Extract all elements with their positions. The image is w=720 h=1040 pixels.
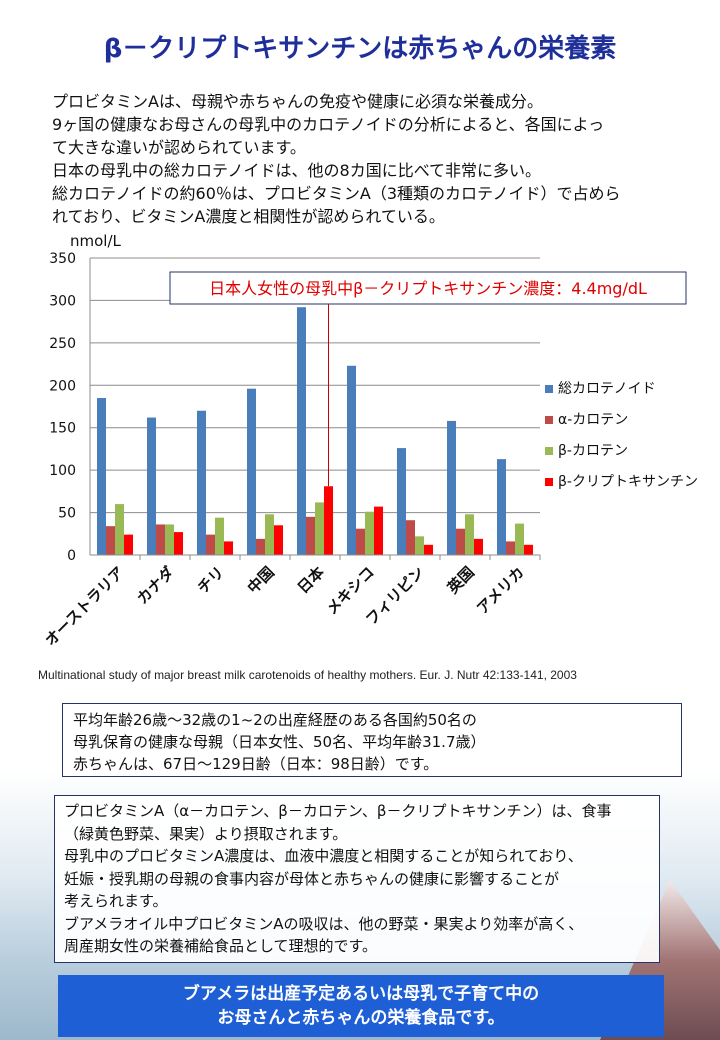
annotation-box bbox=[169, 271, 687, 305]
y-tick-label: 250 bbox=[49, 336, 76, 352]
box2-line: 妊娠・授乳期の母親の食事内容が母体と赤ちゃんの健康に影響することが bbox=[64, 869, 560, 888]
intro-line: 9ヶ国の健康なお母さんの母乳中のカロテノイドの分析によると、各国によっ bbox=[52, 115, 605, 134]
box2-line: 考えられます。 bbox=[64, 892, 168, 910]
bar bbox=[506, 541, 515, 555]
bar bbox=[324, 486, 333, 555]
bar bbox=[447, 420, 456, 555]
box2-line: （緑黄色野菜、果実）より摂取されます。 bbox=[64, 824, 348, 843]
bar bbox=[97, 398, 106, 555]
y-tick-label: 100 bbox=[49, 463, 76, 479]
bar bbox=[124, 534, 133, 555]
intro-line: 総カロテノイドの約60％は、プロビタミンA（3種類のカロテノイド）で占めら bbox=[52, 184, 621, 203]
carotenoid-bar-chart: 0 50 100 150 200 250 300 350nmol/L オーストラリア カナダ チリ中… bbox=[41, 232, 698, 650]
y-axis-label: nmol/L bbox=[70, 232, 122, 250]
chart-bars bbox=[97, 307, 533, 555]
bar bbox=[315, 502, 324, 555]
legend-label: β-クリプトキサンチン bbox=[558, 474, 698, 490]
bar bbox=[197, 410, 206, 555]
box2-line: 母乳中のプロビタミンA濃度は、血液中濃度と相関することが知られており、 bbox=[64, 847, 583, 865]
bar bbox=[106, 526, 115, 555]
y-tick-label: 50 bbox=[58, 506, 76, 522]
y-tick-label: 150 bbox=[49, 421, 76, 437]
y-tick-label: 300 bbox=[49, 293, 76, 309]
box2-line: 周産期女性の栄養補給食品として理想的です。 bbox=[64, 937, 378, 955]
intro-line: プロビタミンAは、母親や赤ちゃんの免疫や健康に必須な栄養成分。 bbox=[52, 92, 543, 111]
bar bbox=[406, 520, 415, 555]
bar bbox=[397, 448, 406, 555]
bar bbox=[265, 514, 274, 555]
legend-swatch bbox=[545, 447, 553, 455]
y-tick-label: 0 bbox=[67, 548, 76, 564]
bar bbox=[256, 538, 265, 555]
source-citation: Multinational study of major breast milk… bbox=[38, 668, 577, 682]
bar bbox=[374, 506, 383, 555]
bar bbox=[174, 532, 183, 555]
x-tick-label: 中国 bbox=[244, 563, 278, 597]
x-tick-label: カナダ bbox=[133, 563, 178, 608]
subjects-info-box: 平均年齢26歳～32歳の1~2の出産経歴のある各国約50名の 母乳保育の健康な母… bbox=[62, 703, 682, 777]
banner-line: お母さんと赤ちゃんの栄養食品です。 bbox=[217, 1008, 505, 1028]
provitamin-info-box: プロビタミンA（α－カロテン、β－カロテン、β－クリプトキサンチン）は、食事 （… bbox=[54, 795, 660, 963]
box2-line: ブアメラオイル中プロビタミンAの吸収は、他の野菜・果実より効率が高く、 bbox=[64, 914, 584, 933]
bar bbox=[165, 524, 174, 555]
intro-line: れており、ビタミンA濃度と相関性が認められている。 bbox=[52, 207, 445, 226]
bar bbox=[474, 538, 483, 555]
bar bbox=[465, 514, 474, 555]
y-tick-label: 350 bbox=[49, 251, 76, 267]
bar bbox=[297, 307, 306, 555]
closing-banner: ブアメラは出産予定あるいは母乳で子育て中の お母さんと赤ちゃんの栄養食品です。 bbox=[58, 975, 664, 1037]
intro-text: プロビタミンAは、母親や赤ちゃんの免疫や健康に必須な栄養成分。 9ヶ国の健康なお… bbox=[52, 90, 652, 228]
legend-label: β-カロテン bbox=[558, 443, 628, 459]
bar bbox=[347, 365, 356, 555]
bar bbox=[156, 524, 165, 555]
chart-axes bbox=[89, 258, 541, 560]
bar bbox=[215, 517, 224, 555]
legend-label: 総カロテノイド bbox=[558, 381, 656, 397]
x-tick-label: オーストラリア bbox=[41, 563, 127, 649]
box1-line: 赤ちゃんは、67日～129日齢（日本：98日齢）です。 bbox=[73, 755, 439, 773]
x-tick-label: チリ bbox=[194, 563, 228, 597]
box2-line: プロビタミンA（α－カロテン、β－カロテン、β－クリプトキサンチン）は、食事 bbox=[64, 802, 612, 820]
x-tick-label: 英国 bbox=[444, 563, 478, 597]
bar bbox=[456, 528, 465, 555]
bar bbox=[224, 541, 233, 555]
bar bbox=[356, 528, 365, 555]
bar bbox=[524, 544, 533, 555]
bar bbox=[497, 459, 506, 555]
page-title: β－クリプトキサンチンは赤ちゃんの栄養素 bbox=[103, 34, 617, 64]
bar bbox=[247, 388, 256, 555]
legend-swatch bbox=[545, 385, 553, 393]
bar bbox=[424, 544, 433, 555]
bar bbox=[306, 516, 315, 555]
banner-line: ブアメラは出産予定あるいは母乳で子育て中の bbox=[182, 984, 540, 1004]
bar bbox=[365, 511, 374, 555]
annotation-text: 日本人女性の母乳中β－クリプトキサンチン濃度：4.4mg/dL bbox=[209, 279, 647, 298]
intro-line: て大きな違いが認められています。 bbox=[52, 138, 306, 157]
legend-label: α-カロテン bbox=[558, 412, 628, 428]
bar bbox=[147, 417, 156, 555]
intro-line: 日本の母乳中の総カロテノイドは、他の8カ国に比べて非常に多い。 bbox=[52, 161, 542, 180]
y-tick-label: 200 bbox=[49, 378, 76, 394]
bar bbox=[415, 536, 424, 555]
bar bbox=[274, 525, 283, 555]
bar bbox=[206, 534, 215, 555]
x-tick-label: アメリカ bbox=[473, 563, 528, 618]
legend-swatch bbox=[545, 478, 553, 486]
box1-line: 平均年齢26歳～32歳の1~2の出産経歴のある各国約50名の bbox=[73, 711, 477, 729]
legend-swatch bbox=[545, 416, 553, 424]
chart-annotation: 日本人女性の母乳中β－クリプトキサンチン濃度：4.4mg/dL bbox=[169, 271, 687, 487]
x-tick-label: 日本 bbox=[294, 563, 328, 597]
bar bbox=[515, 523, 524, 555]
chart-legend: 総カロテノイド α-カロテン β-カロテン β-クリプトキサンチン bbox=[545, 381, 698, 490]
bar bbox=[115, 504, 124, 555]
box1-line: 母乳保育の健康な母親（日本女性、50名、平均年齢31.7歳） bbox=[73, 733, 486, 751]
